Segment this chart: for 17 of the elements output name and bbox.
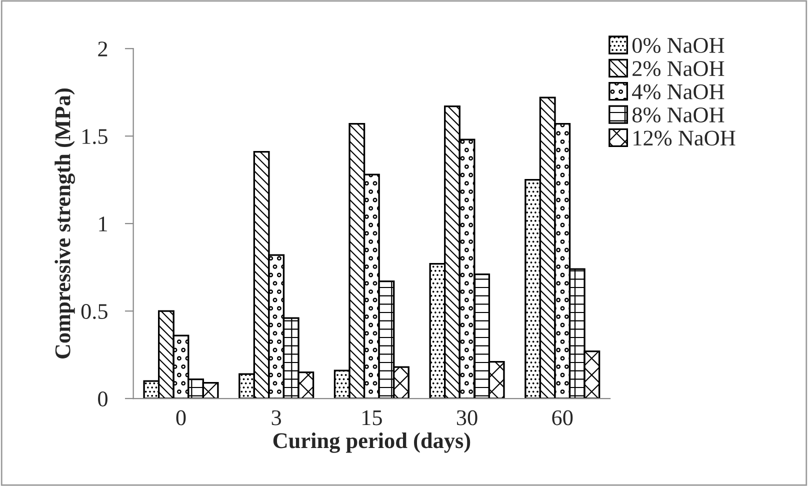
y-tick-label: 0	[98, 391, 108, 406]
y-tick-label: 1.5	[82, 129, 108, 144]
y-tick-label: 1	[99, 216, 107, 232]
x-tick-label: 60	[552, 410, 573, 426]
y-tick-label: 0.5	[81, 304, 108, 320]
legend-label: 8% NaOH	[632, 107, 724, 123]
x-tick-label: 3	[272, 410, 282, 426]
x-tick-label: 0	[176, 410, 186, 426]
x-tick-label: 15	[362, 410, 382, 426]
y-axis-title: Compressive strength (MPa)	[54, 88, 75, 358]
x-axis-title: Curing period (days)	[273, 432, 470, 453]
y-tick-label: 2	[98, 42, 108, 56]
legend-label: 2% NaOH	[632, 61, 724, 76]
legend-label: 12% NaOH	[634, 130, 736, 146]
x-tick-label: 30	[456, 410, 478, 426]
legend-label: 4% NaOH	[632, 84, 724, 100]
legend-label: 0% NaOH	[632, 38, 724, 54]
